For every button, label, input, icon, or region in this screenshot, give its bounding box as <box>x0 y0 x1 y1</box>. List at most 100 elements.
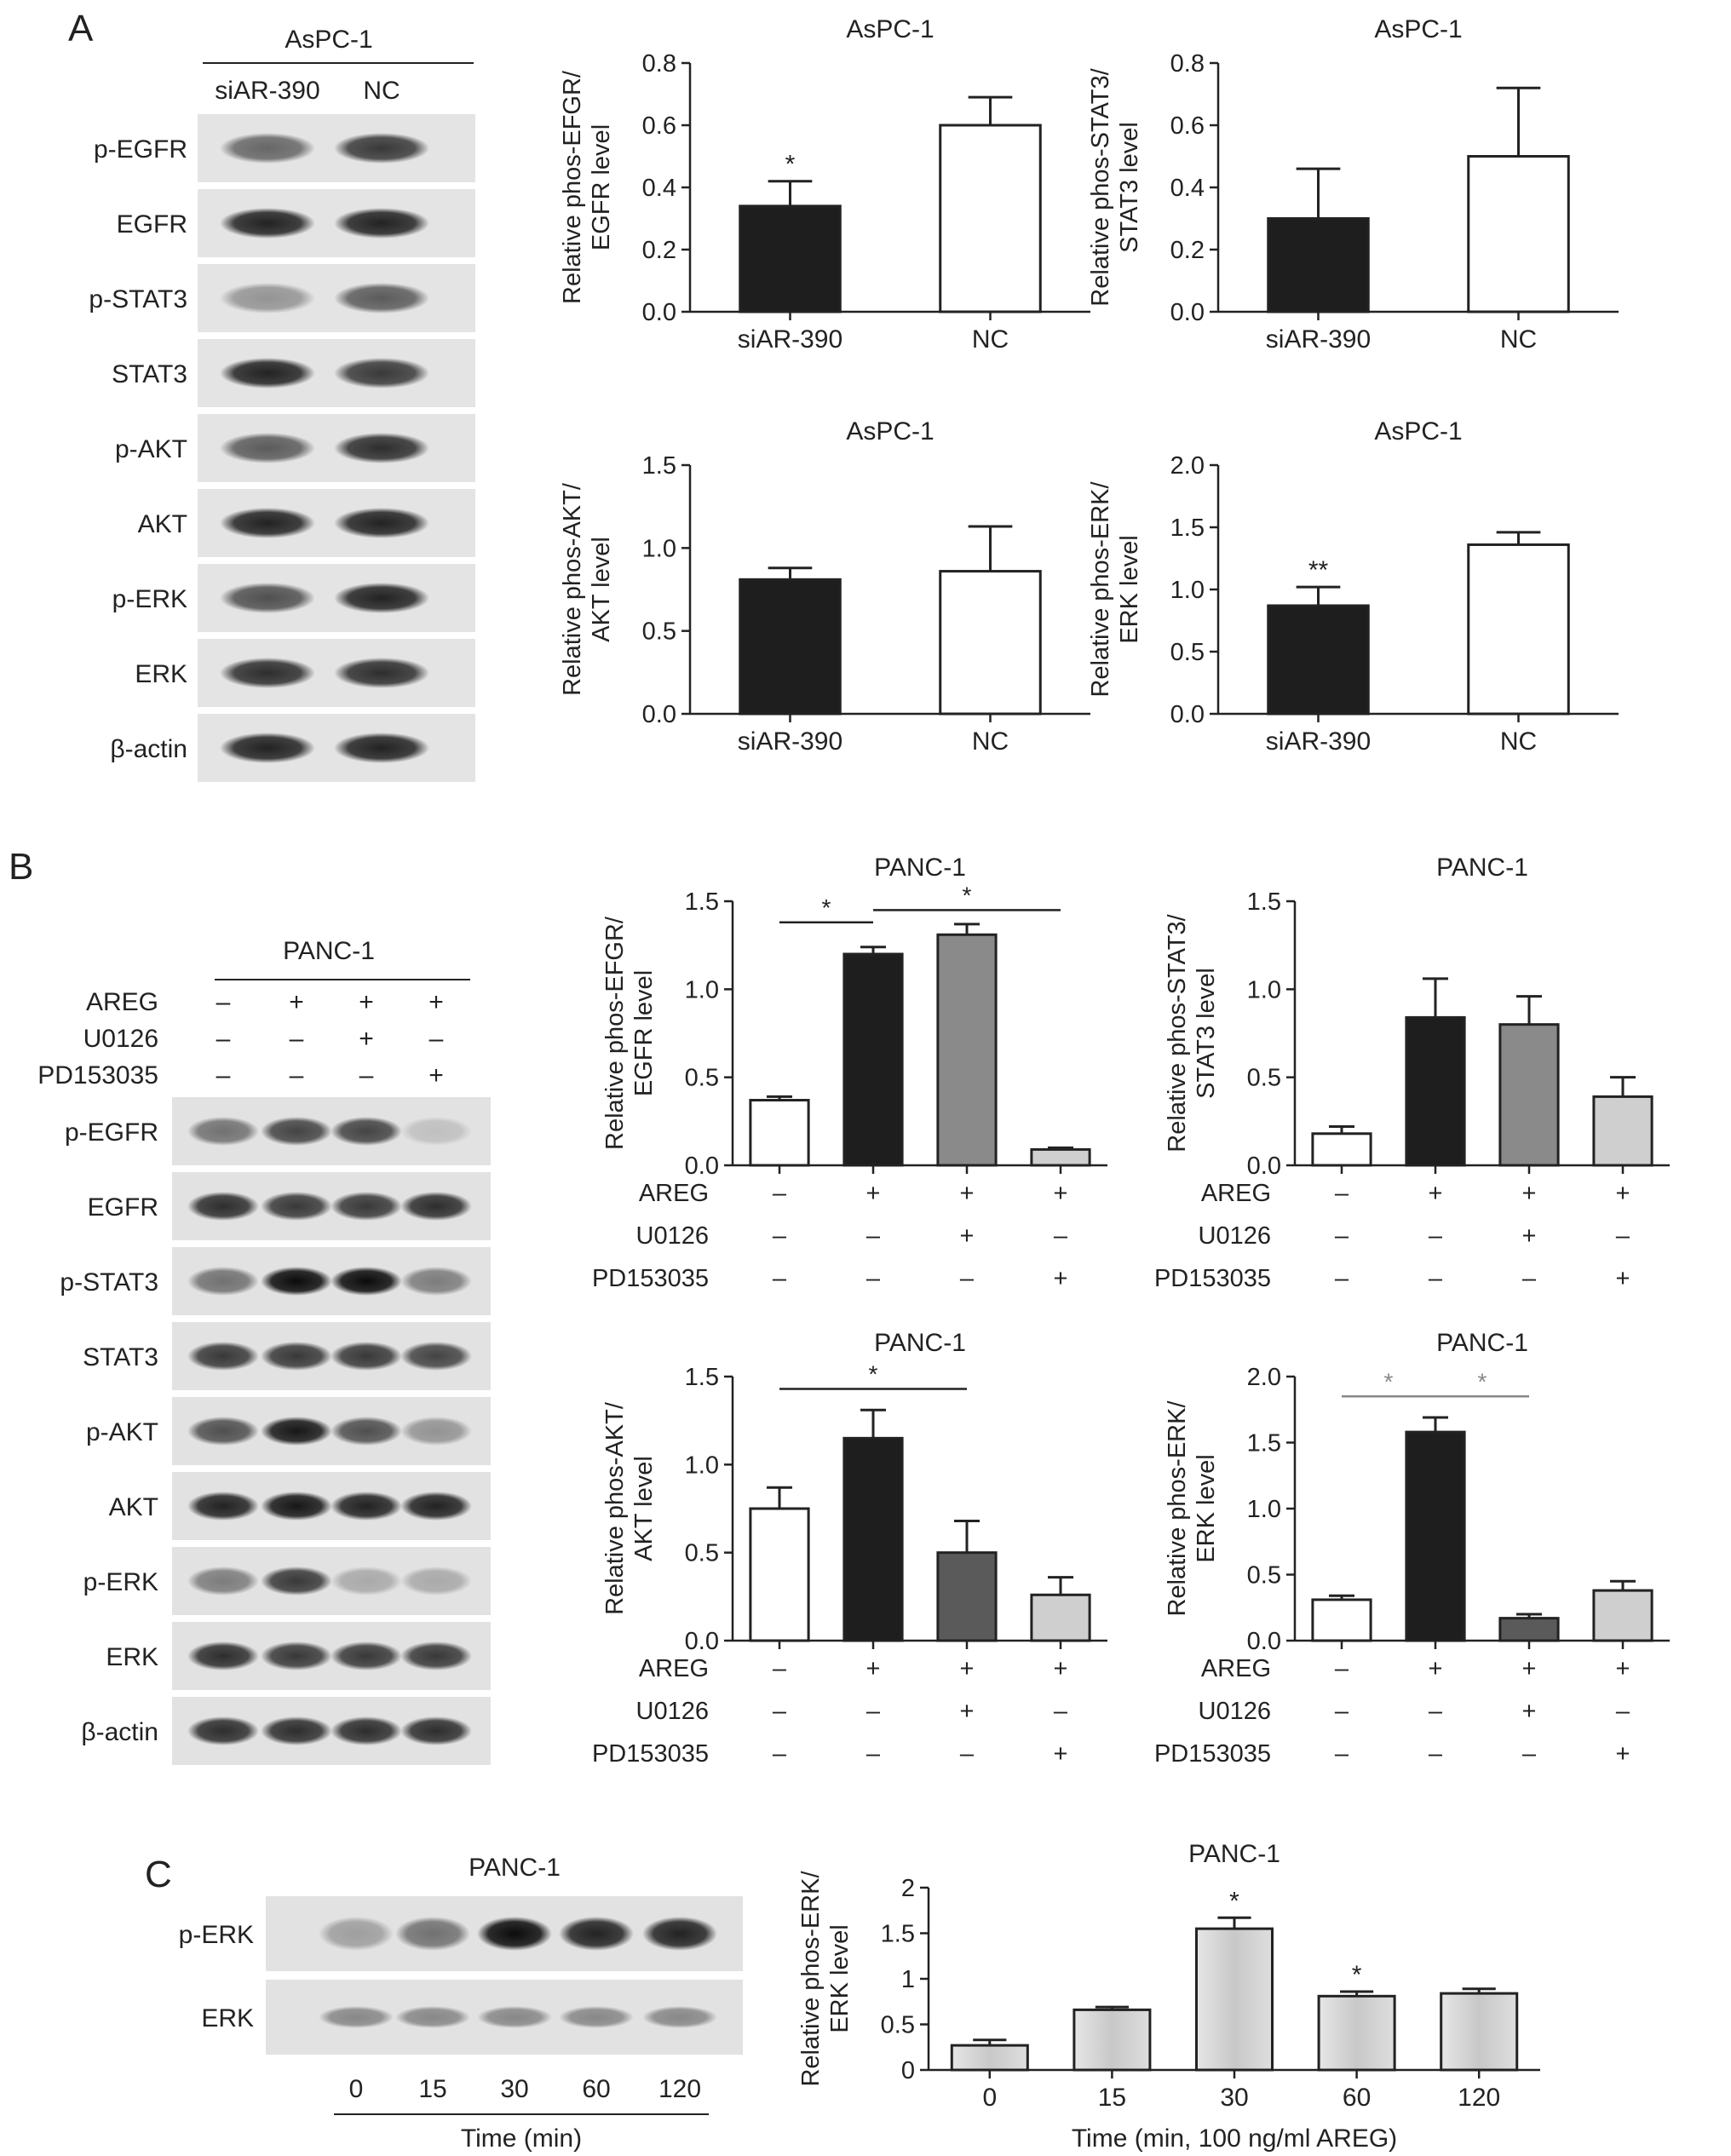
chart-treatment-mark: – <box>866 1740 881 1768</box>
chart-treatment-mark: + <box>1616 1740 1630 1768</box>
chart-treatment-name: U0126 <box>636 1222 709 1250</box>
chart-treatment-mark: – <box>1335 1698 1349 1725</box>
chart-treatment-mark: – <box>866 1698 881 1725</box>
chart-x-tick-label: siAR-390 <box>1266 325 1371 354</box>
chart-significance-mark: * <box>1478 1368 1487 1394</box>
blot-b-protein-label: AKT <box>109 1493 158 1521</box>
blot-b-band <box>331 1641 402 1670</box>
chart-x-tick-label: 120 <box>1458 2084 1500 2112</box>
chart-y-tick-label: 0.0 <box>1247 1153 1281 1180</box>
chart-significance-mark: * <box>869 1360 878 1387</box>
chart-treatment-name: U0126 <box>636 1698 709 1725</box>
blot-b-band <box>187 1117 259 1146</box>
blot-b-band <box>261 1342 332 1371</box>
blot-a-band <box>220 583 315 613</box>
chart-treatment-mark: – <box>960 1265 975 1292</box>
chart-title: AsPC-1 <box>846 417 934 446</box>
blot-a-band <box>334 733 429 763</box>
chart-bar <box>1311 1132 1372 1167</box>
blot-a-protein-label: p-AKT <box>115 435 187 463</box>
chart-bar <box>1467 155 1570 313</box>
chart-bar <box>1405 1430 1466 1642</box>
chart-1: AsPC-1 Relative phos-EFGR/EGFR level 0.0 0.… <box>559 15 1090 354</box>
chart-y-tick-label: 0.0 <box>685 1153 719 1180</box>
chart-ylabel: Relative phos-EFGR/ <box>601 916 629 1150</box>
chart-y-tick-label: 2.0 <box>1170 452 1205 480</box>
blot-b-treatment-mark: + <box>289 988 304 1016</box>
chart-treatment-mark: + <box>1522 1655 1537 1682</box>
chart-ylabel: STAT3 level <box>1116 122 1143 253</box>
blot-b-band <box>187 1417 259 1446</box>
chart-treatment-name: PD153035 <box>592 1265 709 1292</box>
blot-c-lane-label: 0 <box>349 2075 364 2103</box>
chart-treatment-mark: – <box>866 1265 881 1292</box>
blot-b-treatment-mark: – <box>359 1061 374 1089</box>
blot-b-band <box>261 1267 332 1296</box>
blot-b-treatment-mark: – <box>216 1061 231 1089</box>
blot-c-band <box>395 2006 470 2028</box>
chart-treatment-name: U0126 <box>1199 1698 1271 1725</box>
chart-y-tick-label: 0.8 <box>642 50 676 78</box>
blot-b-band <box>331 1192 402 1221</box>
chart-treatment-mark: – <box>1054 1698 1068 1725</box>
chart-y-tick-label: 0.5 <box>685 1540 719 1567</box>
blot-b-treatment-mark: – <box>216 988 231 1016</box>
chart-y-tick-label: 1.5 <box>642 452 676 480</box>
blot-b-band <box>261 1117 332 1146</box>
chart-treatment-mark: – <box>773 1265 787 1292</box>
chart-y-tick-label: 0.8 <box>1170 50 1205 78</box>
chart-4: AsPC-1 Relative phos-ERK/ERK level 0.0 0.5 1… <box>1087 417 1619 756</box>
chart-title: AsPC-1 <box>846 15 934 43</box>
chart-ylabel: STAT3 level <box>1193 968 1220 1099</box>
chart-y-tick-label: 1.5 <box>685 1364 719 1391</box>
chart-bar <box>1317 1994 1396 2072</box>
chart-bar <box>1267 217 1370 313</box>
blot-b-protein-label: p-EGFR <box>65 1118 158 1147</box>
chart-treatment-name: PD153035 <box>592 1740 709 1768</box>
blot-a-band <box>334 508 429 538</box>
chart-treatment-mark: + <box>1522 1222 1537 1250</box>
blot-a-protein-label: EGFR <box>117 210 187 239</box>
bar-charts: AsPC-1 Relative phos-EFGR/EGFR level 0.0 0.… <box>559 15 1670 2153</box>
chart-y-tick-label: 0 <box>901 2057 915 2084</box>
blot-a-band <box>220 433 315 463</box>
blot-a-band <box>220 658 315 688</box>
chart-bar <box>1467 543 1570 716</box>
chart-y-tick-label: 1 <box>901 1966 915 1993</box>
blot-b-band <box>400 1192 472 1221</box>
blot-a-protein-label: p-ERK <box>112 585 187 613</box>
chart-y-tick-label: 0.5 <box>1170 639 1205 666</box>
blot-b-protein-label: EGFR <box>88 1193 158 1222</box>
chart-ylabel: AKT level <box>588 537 615 642</box>
blot-c-lane-label: 15 <box>418 2075 446 2103</box>
chart-ylabel: EGFR level <box>630 970 658 1096</box>
chart-ylabel: ERK level <box>1193 1454 1220 1562</box>
chart-bar <box>1405 1015 1466 1167</box>
blot-b-band <box>187 1267 259 1296</box>
chart-treatment-mark: – <box>1335 1265 1349 1292</box>
chart-ylabel: Relative phos-ERK/ <box>1087 481 1114 698</box>
chart-treatment-mark: + <box>1054 1740 1068 1768</box>
blot-b-protein-label: p-AKT <box>86 1418 158 1446</box>
blot-b-treatment-mark: + <box>359 988 374 1016</box>
chart-ylabel: Relative phos-AKT/ <box>601 1401 629 1615</box>
chart-bar <box>1073 2008 1152 2072</box>
panel-letter-a: A <box>68 8 94 49</box>
chart-y-tick-label: 0.5 <box>1247 1562 1281 1590</box>
chart-x-tick-label: 15 <box>1098 2084 1126 2112</box>
chart-treatment-mark: + <box>960 1180 975 1207</box>
chart-treatment-mark: – <box>866 1222 881 1250</box>
blot-b-protein-label: p-ERK <box>83 1568 158 1596</box>
chart-treatment-mark: – <box>1429 1222 1443 1250</box>
chart-y-tick-label: 2.0 <box>1247 1364 1281 1391</box>
blot-b-band <box>400 1117 472 1146</box>
chart-y-tick-label: 1.0 <box>1247 976 1281 1003</box>
chart-bar <box>936 1551 998 1642</box>
chart-y-tick-label: 0.0 <box>1170 701 1205 728</box>
blot-b-band <box>400 1492 472 1521</box>
chart-treatment-mark: – <box>1335 1655 1349 1682</box>
chart-9: PANC-1 Relative phos-ERK/ERK level 0 0.5 1 1.… <box>797 1840 1540 2153</box>
blot-b-band <box>400 1417 472 1446</box>
blot-a-band <box>334 208 429 239</box>
